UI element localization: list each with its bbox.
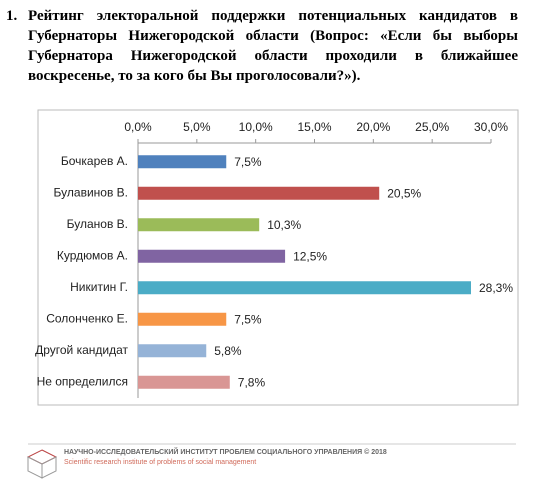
value-label: 20,5%: [387, 186, 421, 200]
bar: [138, 155, 227, 169]
category-label: Никитин Г.: [70, 280, 128, 294]
bar: [138, 344, 207, 358]
x-tick-label: 30,0%: [474, 120, 508, 134]
value-label: 5,8%: [214, 344, 242, 358]
category-label: Буланов В.: [67, 217, 128, 231]
category-label: Бочкарев А.: [61, 154, 128, 168]
footer-org: НАУЧНО-ИССЛЕДОВАТЕЛЬСКИЙ ИНСТИТУТ ПРОБЛЕ…: [64, 447, 387, 456]
value-label: 7,5%: [234, 312, 262, 326]
bar: [138, 186, 380, 200]
value-label: 10,3%: [267, 218, 301, 232]
category-label: Булавинов В.: [54, 185, 128, 199]
heading-number: 1.: [6, 8, 18, 24]
category-label: Курдюмов А.: [57, 248, 128, 262]
logo: [26, 449, 58, 479]
x-tick-label: 5,0%: [183, 120, 211, 134]
heading: 1. Рейтинг электоральной поддержки потен…: [6, 6, 518, 86]
footer-org-en: Scientific research institute of problem…: [64, 459, 256, 466]
category-label: Другой кандидат: [35, 343, 128, 357]
bar: [138, 218, 260, 232]
bar: [138, 312, 227, 326]
bar: [138, 281, 471, 295]
category-label: Не определился: [37, 374, 128, 388]
value-label: 12,5%: [293, 249, 327, 263]
x-tick-label: 0,0%: [124, 120, 152, 134]
value-label: 28,3%: [479, 281, 513, 295]
value-label: 7,8%: [238, 375, 266, 389]
heading-text: Рейтинг электоральной поддержки потенциа…: [28, 8, 518, 84]
x-tick-label: 10,0%: [239, 120, 273, 134]
bar: [138, 249, 286, 263]
x-tick-label: 25,0%: [415, 120, 449, 134]
bar: [138, 375, 230, 389]
x-tick-label: 15,0%: [297, 120, 331, 134]
category-label: Солонченко Е.: [46, 311, 128, 325]
value-label: 7,5%: [234, 155, 262, 169]
x-tick-label: 20,0%: [356, 120, 390, 134]
